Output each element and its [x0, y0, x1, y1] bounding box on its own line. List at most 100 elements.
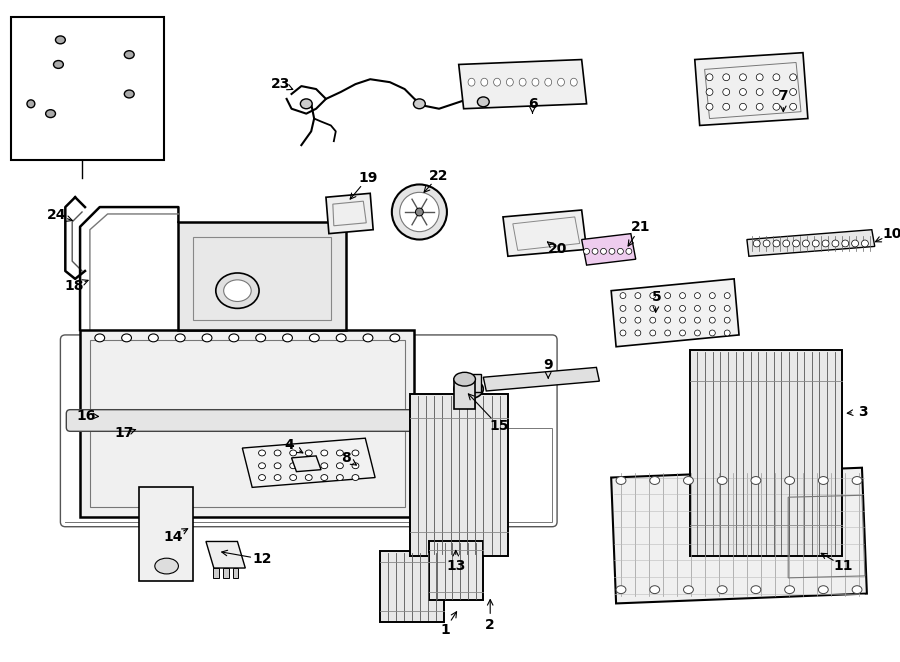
Text: 22: 22 — [429, 169, 449, 183]
Ellipse shape — [46, 110, 56, 118]
Polygon shape — [459, 60, 587, 109]
Ellipse shape — [609, 248, 615, 254]
Ellipse shape — [155, 558, 178, 574]
Ellipse shape — [695, 330, 700, 336]
Ellipse shape — [454, 379, 483, 399]
Ellipse shape — [695, 317, 700, 323]
Ellipse shape — [724, 305, 730, 311]
Ellipse shape — [818, 477, 828, 485]
Ellipse shape — [803, 240, 809, 247]
Text: 15: 15 — [490, 420, 508, 434]
Ellipse shape — [600, 248, 607, 254]
Ellipse shape — [583, 248, 590, 254]
Ellipse shape — [650, 317, 656, 323]
Ellipse shape — [256, 334, 266, 342]
Ellipse shape — [723, 89, 730, 95]
Ellipse shape — [124, 90, 134, 98]
Ellipse shape — [290, 450, 297, 456]
Ellipse shape — [352, 450, 359, 456]
Ellipse shape — [665, 293, 670, 299]
Ellipse shape — [756, 73, 763, 81]
Ellipse shape — [756, 89, 763, 95]
Ellipse shape — [216, 273, 259, 308]
Ellipse shape — [783, 240, 789, 247]
Text: 8: 8 — [341, 451, 350, 465]
Ellipse shape — [301, 99, 312, 109]
Ellipse shape — [706, 89, 713, 95]
Ellipse shape — [305, 475, 312, 481]
Polygon shape — [611, 279, 739, 347]
Ellipse shape — [544, 78, 552, 86]
Ellipse shape — [416, 208, 423, 216]
Ellipse shape — [724, 330, 730, 336]
Ellipse shape — [558, 78, 564, 86]
Ellipse shape — [789, 73, 796, 81]
Ellipse shape — [740, 89, 746, 95]
Ellipse shape — [763, 240, 770, 247]
Ellipse shape — [753, 240, 760, 247]
Bar — [11, 17, 164, 160]
Ellipse shape — [571, 78, 577, 86]
Text: 14: 14 — [164, 530, 184, 544]
Bar — [232, 568, 239, 578]
Ellipse shape — [634, 293, 641, 299]
Ellipse shape — [305, 450, 312, 456]
Ellipse shape — [532, 78, 539, 86]
Polygon shape — [242, 438, 375, 487]
Ellipse shape — [274, 450, 281, 456]
Text: 9: 9 — [544, 358, 553, 373]
Text: 2: 2 — [485, 618, 495, 632]
Ellipse shape — [124, 51, 134, 58]
Ellipse shape — [832, 240, 839, 247]
Ellipse shape — [717, 477, 727, 485]
Polygon shape — [747, 230, 875, 256]
Ellipse shape — [861, 240, 868, 247]
Ellipse shape — [789, 103, 796, 110]
Ellipse shape — [481, 78, 488, 86]
Ellipse shape — [202, 334, 212, 342]
Ellipse shape — [723, 73, 730, 81]
Ellipse shape — [258, 450, 265, 456]
Ellipse shape — [852, 586, 862, 594]
Ellipse shape — [305, 463, 312, 469]
Text: 10: 10 — [883, 226, 900, 240]
Polygon shape — [581, 234, 635, 265]
Ellipse shape — [706, 73, 713, 81]
Ellipse shape — [789, 89, 796, 95]
Ellipse shape — [148, 334, 158, 342]
Ellipse shape — [519, 78, 526, 86]
Ellipse shape — [337, 475, 343, 481]
Ellipse shape — [773, 103, 779, 110]
Ellipse shape — [122, 334, 131, 342]
Ellipse shape — [740, 73, 746, 81]
Ellipse shape — [94, 334, 104, 342]
Ellipse shape — [680, 317, 686, 323]
Text: 18: 18 — [65, 279, 84, 293]
Polygon shape — [611, 468, 867, 604]
Ellipse shape — [413, 99, 426, 109]
Text: 7: 7 — [778, 89, 788, 103]
Ellipse shape — [724, 317, 730, 323]
Ellipse shape — [665, 317, 670, 323]
Ellipse shape — [507, 78, 513, 86]
Ellipse shape — [683, 477, 693, 485]
Ellipse shape — [258, 475, 265, 481]
Text: 11: 11 — [833, 559, 853, 573]
Ellipse shape — [709, 317, 716, 323]
Ellipse shape — [751, 586, 760, 594]
Ellipse shape — [390, 334, 400, 342]
Ellipse shape — [650, 586, 660, 594]
Ellipse shape — [683, 586, 693, 594]
Ellipse shape — [337, 450, 343, 456]
Ellipse shape — [258, 463, 265, 469]
Ellipse shape — [176, 334, 185, 342]
Ellipse shape — [709, 305, 716, 311]
Text: 12: 12 — [252, 552, 272, 566]
Ellipse shape — [650, 330, 656, 336]
Ellipse shape — [620, 305, 625, 311]
Ellipse shape — [477, 97, 490, 107]
Ellipse shape — [616, 586, 625, 594]
Ellipse shape — [592, 248, 598, 254]
Ellipse shape — [650, 293, 656, 299]
Polygon shape — [483, 367, 599, 391]
